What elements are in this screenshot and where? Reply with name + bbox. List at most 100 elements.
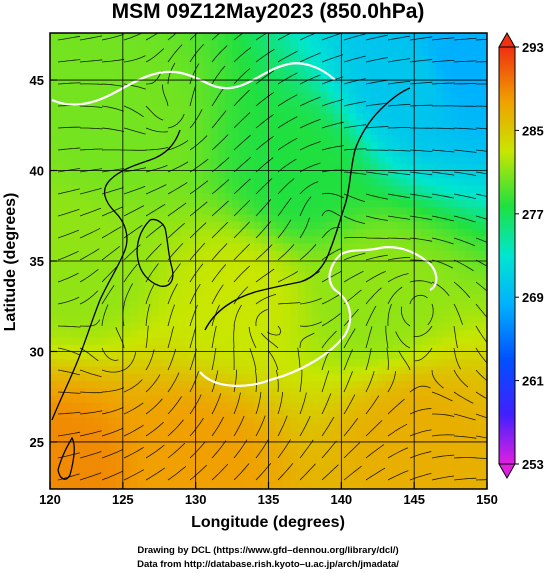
- streamline: [299, 181, 319, 195]
- field-cell: [472, 235, 481, 244]
- field-cell: [472, 54, 481, 63]
- streamline: [277, 415, 288, 437]
- field-cell: [100, 206, 109, 215]
- field-cell: [406, 315, 415, 324]
- field-cell: [224, 315, 233, 324]
- field-cell: [159, 228, 168, 237]
- field-cell: [57, 235, 66, 244]
- field-cell: [71, 380, 80, 389]
- chart-title: MSM 09Z12May2023 (850.0hPa): [112, 0, 425, 23]
- field-cell: [479, 105, 487, 114]
- streamline: [79, 472, 102, 481]
- field-cell: [421, 409, 430, 418]
- field-cell: [166, 98, 175, 106]
- field-cell: [217, 98, 226, 106]
- field-cell: [312, 293, 321, 302]
- field-cell: [334, 40, 342, 49]
- field-cell: [144, 416, 153, 425]
- field-cell: [50, 221, 58, 230]
- field-cell: [385, 279, 393, 287]
- field-cell: [385, 293, 393, 302]
- field-cell: [290, 119, 299, 128]
- field-cell: [210, 134, 219, 143]
- field-cell: [239, 250, 248, 258]
- streamline: [233, 243, 250, 261]
- field-cell: [261, 380, 270, 389]
- field-cell: [334, 373, 342, 382]
- field-cell: [399, 300, 408, 309]
- field-cell: [457, 467, 466, 476]
- field-cell: [166, 141, 175, 150]
- streamline: [343, 33, 366, 41]
- field-cell: [93, 460, 102, 468]
- field-cell: [363, 308, 372, 316]
- streamline: [167, 33, 177, 41]
- field-cell: [472, 416, 481, 425]
- field-cell: [443, 199, 452, 208]
- field-cell: [465, 242, 474, 251]
- field-cell: [450, 119, 459, 128]
- field-cell: [370, 431, 379, 439]
- field-cell: [304, 409, 313, 418]
- field-cell: [173, 235, 182, 244]
- field-cell: [283, 177, 291, 186]
- field-cell: [319, 264, 328, 273]
- field-cell: [457, 481, 466, 489]
- streamline: [277, 271, 298, 283]
- field-cell: [268, 127, 277, 135]
- field-cell: [428, 322, 437, 331]
- field-cell: [268, 235, 277, 244]
- field-cell: [341, 300, 350, 309]
- field-cell: [108, 416, 117, 425]
- streamline: [277, 439, 291, 459]
- field-cell: [173, 185, 182, 193]
- field-cell: [253, 47, 262, 56]
- field-cell: [232, 206, 240, 215]
- field-cell: [232, 47, 240, 56]
- field-cell: [443, 286, 452, 295]
- field-cell: [312, 206, 321, 215]
- field-cell: [428, 460, 437, 468]
- field-cell: [130, 221, 138, 230]
- field-cell: [312, 431, 321, 439]
- streamline: [414, 347, 433, 362]
- streamline: [475, 435, 487, 439]
- field-cell: [341, 83, 350, 92]
- streamline: [101, 187, 124, 195]
- streamline: [343, 371, 353, 393]
- field-cell: [377, 235, 386, 244]
- field-cell: [232, 351, 240, 360]
- field-cell: [50, 213, 58, 222]
- field-cell: [108, 344, 117, 353]
- field-cell: [71, 40, 80, 49]
- field-cell: [137, 416, 146, 425]
- field-cell: [239, 192, 248, 201]
- field-cell: [355, 286, 364, 295]
- field-cell: [472, 61, 481, 70]
- field-cell: [188, 286, 197, 295]
- streamline: [409, 237, 433, 242]
- streamline: [101, 470, 123, 481]
- field-cell: [363, 235, 372, 244]
- field-cell: [414, 156, 423, 164]
- field-cell: [355, 322, 364, 331]
- field-cell: [399, 221, 408, 230]
- field-cell: [348, 83, 357, 92]
- field-cell: [341, 148, 350, 157]
- field-cell: [166, 228, 175, 237]
- field-cell: [93, 402, 102, 410]
- field-cell: [290, 351, 299, 360]
- field-cell: [479, 47, 487, 56]
- field-cell: [50, 460, 58, 468]
- field-cell: [166, 394, 175, 403]
- field-cell: [421, 33, 430, 41]
- field-cell: [348, 40, 357, 49]
- field-cell: [57, 416, 66, 425]
- field-cell: [479, 394, 487, 403]
- field-cell: [137, 105, 146, 114]
- field-cell: [421, 242, 430, 251]
- field-cell: [363, 105, 372, 114]
- field-cell: [115, 199, 124, 208]
- field-cell: [421, 322, 430, 331]
- streamline: [365, 395, 380, 415]
